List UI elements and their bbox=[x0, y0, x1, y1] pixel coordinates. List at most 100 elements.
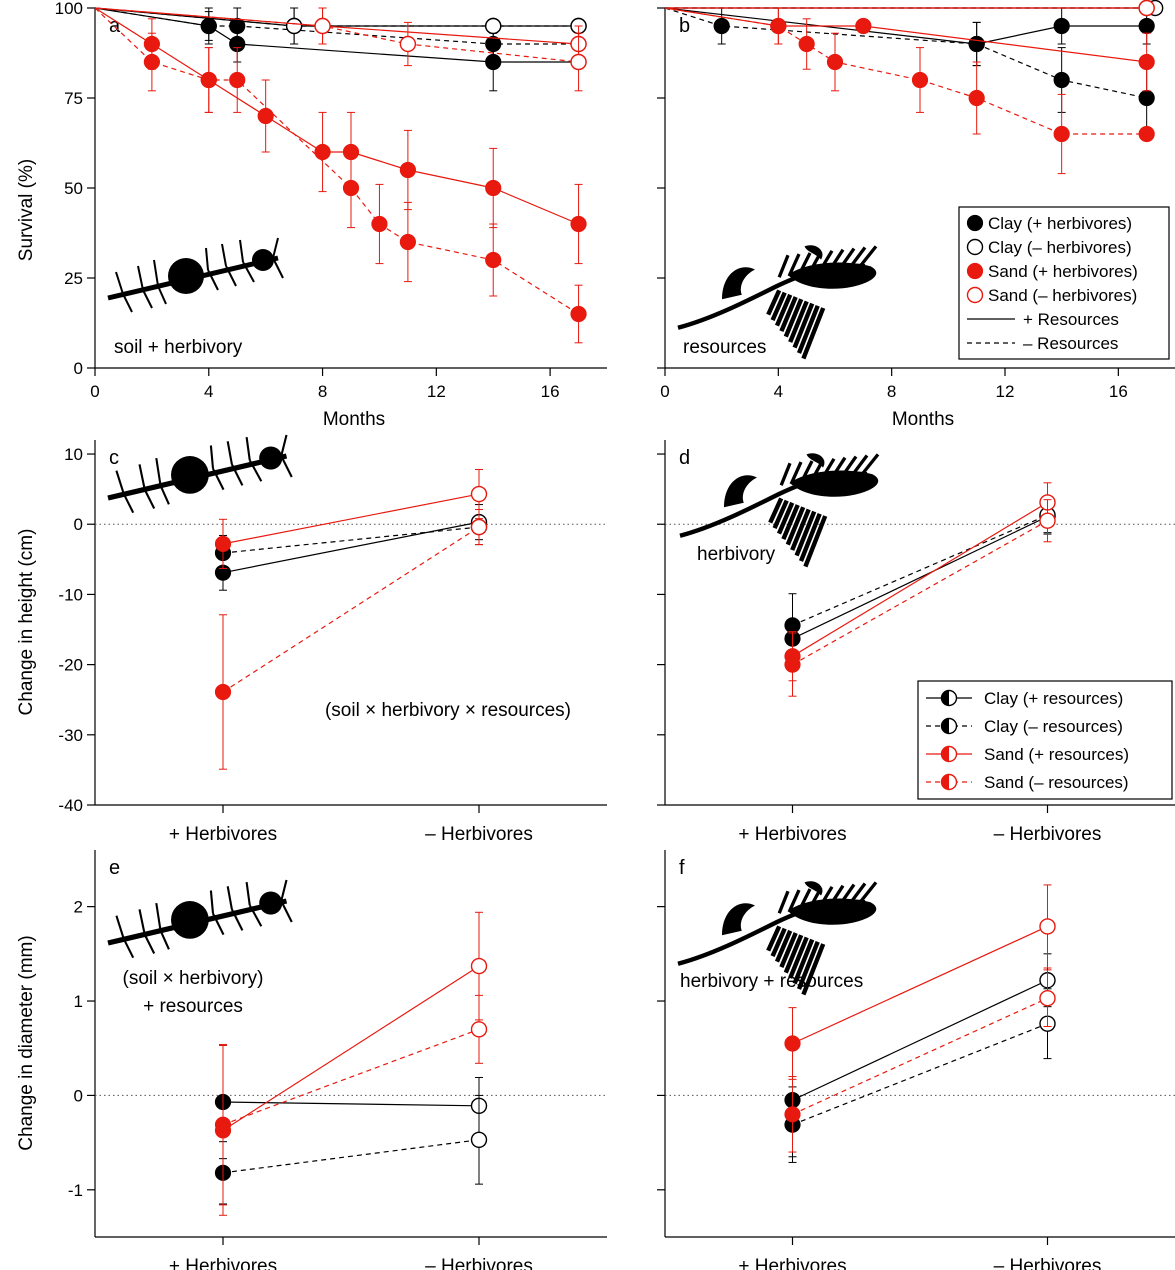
y-tick-label: 0 bbox=[74, 359, 83, 378]
series-group bbox=[94, 7, 587, 344]
y-tick-label: 100 bbox=[55, 0, 83, 18]
frond-leaflet bbox=[770, 927, 787, 957]
x-category-label: – Herbivores bbox=[425, 1256, 533, 1270]
data-point bbox=[911, 71, 929, 89]
data-point bbox=[257, 107, 274, 125]
data-point bbox=[1053, 125, 1070, 143]
spine-shape bbox=[122, 493, 135, 514]
x-tick-label: 16 bbox=[1109, 382, 1128, 401]
spine-shape bbox=[239, 239, 244, 263]
legend-marker bbox=[940, 773, 958, 791]
frond-leaflet bbox=[837, 883, 856, 908]
data-point bbox=[214, 683, 232, 701]
series-line bbox=[792, 925, 1048, 1045]
frond-curl bbox=[722, 903, 755, 936]
spine-shape bbox=[155, 457, 162, 486]
frond-leaflet bbox=[779, 932, 798, 968]
seed-shape bbox=[252, 249, 274, 271]
series-line bbox=[792, 501, 1048, 657]
spine-shape bbox=[272, 257, 284, 279]
legend-panel-b: Clay (+ herbivores) Clay (– herbivores) Sa… bbox=[958, 206, 1170, 360]
series-line bbox=[792, 997, 1048, 1115]
frond-leaflet bbox=[801, 307, 826, 360]
spine-shape bbox=[143, 489, 156, 509]
frond-leaflet bbox=[779, 462, 792, 486]
spine-shape bbox=[272, 237, 279, 259]
x-tick-label: 8 bbox=[318, 382, 327, 401]
data-point bbox=[485, 179, 502, 197]
spine-shape bbox=[159, 484, 170, 505]
spine-shape bbox=[212, 468, 225, 491]
data-point bbox=[200, 17, 217, 35]
seed-shape bbox=[171, 901, 209, 939]
y-tick-label: 25 bbox=[64, 269, 83, 288]
data-point bbox=[399, 161, 416, 179]
spine-shape bbox=[143, 934, 156, 954]
panel-note: (soil × herbivory) bbox=[123, 968, 264, 989]
frond-leaflet bbox=[796, 940, 820, 990]
series-line bbox=[94, 7, 579, 225]
data-point bbox=[470, 957, 488, 975]
series-group bbox=[214, 911, 488, 1216]
data-point bbox=[200, 71, 217, 89]
legend-marker bbox=[940, 717, 958, 735]
seed-shape bbox=[168, 258, 204, 294]
series-group bbox=[784, 884, 1056, 1163]
data-point bbox=[470, 518, 488, 536]
legend-label: Clay (+ herbivores) bbox=[988, 214, 1132, 233]
x-tick-label: 16 bbox=[541, 382, 560, 401]
data-point bbox=[1039, 989, 1056, 1007]
frond-leaflet bbox=[788, 300, 809, 343]
series-line bbox=[94, 7, 579, 27]
panel-note: resources bbox=[683, 337, 766, 358]
frond-leaflet bbox=[794, 510, 817, 557]
data-point bbox=[784, 1035, 801, 1052]
panel-d: + Herbivores – Herbivores d herbivory bbox=[657, 440, 1175, 845]
seed-shape bbox=[259, 891, 283, 915]
series-line bbox=[792, 520, 1048, 666]
data-point bbox=[784, 1106, 801, 1123]
spine-shape bbox=[280, 879, 288, 902]
data-point bbox=[229, 17, 246, 35]
frond-leaflet bbox=[768, 497, 784, 524]
y-tick-label: -40 bbox=[58, 796, 83, 815]
spine-shape bbox=[209, 890, 215, 914]
x-tick-label: 0 bbox=[660, 382, 669, 401]
data-point bbox=[1138, 125, 1155, 143]
data-point bbox=[1053, 71, 1070, 89]
data-point bbox=[1138, 89, 1155, 107]
data-point bbox=[968, 35, 985, 53]
frond-leaflet bbox=[770, 291, 787, 321]
frond-leaflet bbox=[777, 890, 790, 914]
y-tick-label: 50 bbox=[64, 179, 83, 198]
panel-letter: c bbox=[109, 447, 119, 469]
panel-letter: e bbox=[109, 857, 120, 879]
series-line bbox=[94, 7, 579, 315]
data-point bbox=[470, 485, 488, 503]
panel-f: + Herbivores – Herbivores f herbivory + res… bbox=[657, 850, 1175, 1270]
frond-leaflet bbox=[790, 508, 811, 551]
frond-leaflet bbox=[777, 254, 790, 278]
series-group bbox=[214, 468, 488, 770]
frond-leaflet bbox=[785, 506, 806, 546]
panel-note: herbivory bbox=[697, 544, 776, 565]
frond-leaflet bbox=[772, 499, 789, 529]
frond-leaflet bbox=[766, 289, 782, 316]
y-tick-label: -10 bbox=[58, 585, 83, 604]
panel-letter: d bbox=[679, 447, 690, 469]
data-point bbox=[855, 17, 872, 35]
spine-shape bbox=[209, 445, 215, 469]
frond-leaflet bbox=[847, 882, 867, 907]
frond-leaflet bbox=[792, 938, 815, 985]
frond-leaflet bbox=[819, 457, 836, 482]
spine-shape bbox=[115, 470, 125, 495]
data-point bbox=[784, 617, 801, 634]
spine-shape bbox=[221, 243, 227, 267]
frond-leaflet bbox=[799, 460, 814, 484]
data-point bbox=[485, 251, 502, 269]
series-line bbox=[792, 979, 1048, 1101]
data-point bbox=[1138, 53, 1155, 71]
data-point bbox=[399, 35, 417, 53]
x-tick-label: 4 bbox=[774, 382, 783, 401]
legend-label: Sand (– resources) bbox=[984, 773, 1129, 792]
